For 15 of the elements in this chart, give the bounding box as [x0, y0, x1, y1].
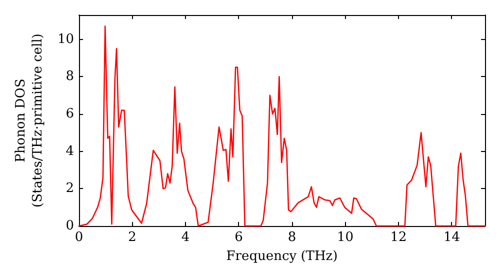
x-axis-title: Frequency (THz) — [226, 249, 338, 264]
y-tick-label: 8 — [66, 69, 74, 84]
y-tick-label: 10 — [57, 32, 74, 47]
x-tick-label: 2 — [128, 230, 136, 245]
x-tick-label: 10 — [336, 230, 354, 245]
x-tick-label: 6 — [234, 230, 243, 245]
y-axis-title: Phonon DOS (States/THz·primitive cell) — [14, 33, 46, 208]
y-tick-label: 4 — [66, 144, 74, 159]
x-tick-label: 8 — [288, 230, 296, 245]
x-tick-label: 12 — [390, 230, 407, 245]
x-tick-label: 4 — [181, 230, 190, 245]
y-tick-label: 0 — [66, 218, 74, 234]
x-tick-label: 14 — [443, 230, 460, 245]
y-tick-label: 2 — [66, 181, 74, 196]
y-tick-label: 6 — [66, 106, 74, 122]
